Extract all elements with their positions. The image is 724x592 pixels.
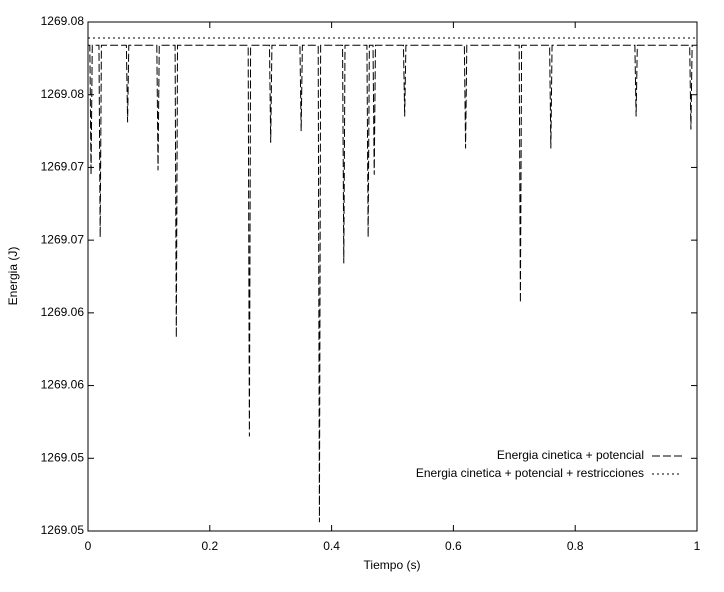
x-tick-label: 0.2 bbox=[201, 539, 218, 553]
y-tick-label: 1269.06 bbox=[41, 378, 85, 392]
legend-label: Energia cinetica + potencial bbox=[497, 448, 644, 462]
y-tick-label: 1269.08 bbox=[41, 87, 85, 101]
legend-label: Energia cinetica + potencial + restricci… bbox=[416, 466, 644, 480]
x-tick-label: 0 bbox=[85, 539, 92, 553]
plot-frame bbox=[87, 21, 698, 532]
x-axis-label: Tiempo (s) bbox=[364, 558, 421, 572]
y-tick-label: 1269.08 bbox=[41, 14, 85, 28]
x-tick-label: 0.4 bbox=[323, 539, 340, 553]
y-tick-label: 1269.07 bbox=[41, 232, 85, 246]
x-tick-label: 0.6 bbox=[445, 539, 462, 553]
x-tick-label: 1 bbox=[694, 539, 701, 553]
data-line bbox=[88, 44, 697, 523]
x-tick-label: 0.8 bbox=[567, 539, 584, 553]
y-axis-label: Energia (J) bbox=[6, 247, 20, 306]
y-tick-label: 1269.06 bbox=[41, 305, 85, 319]
y-tick-label: 1269.05 bbox=[41, 523, 85, 537]
y-tick-label: 1269.05 bbox=[41, 450, 85, 464]
y-tick-label: 1269.07 bbox=[41, 160, 85, 174]
